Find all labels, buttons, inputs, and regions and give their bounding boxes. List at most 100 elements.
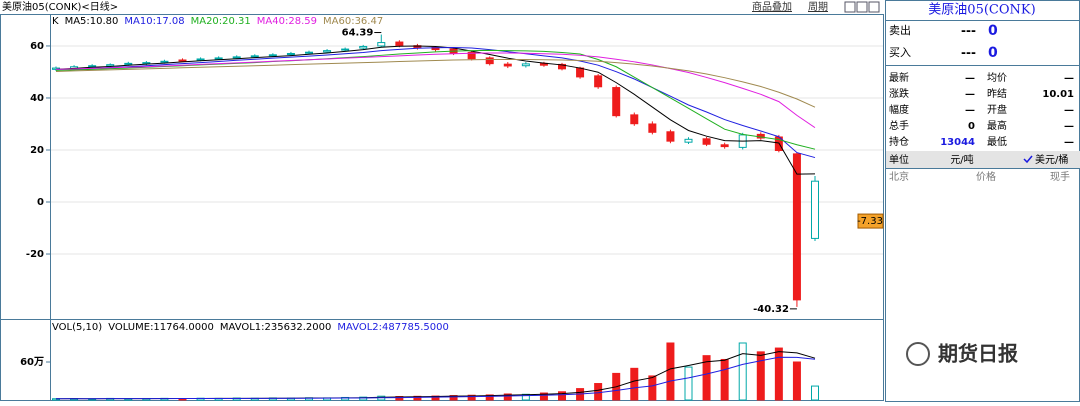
- legend-entry: MA40:28.59: [257, 16, 317, 27]
- ma-line: [55, 45, 816, 175]
- candle-body: [666, 131, 675, 142]
- legend-entry: MA60:36.47: [323, 16, 383, 27]
- unit-row: [886, 151, 1080, 168]
- unit-option-selected[interactable]: 美元/桶: [1035, 153, 1068, 166]
- y-tick-label: 20: [30, 145, 44, 156]
- legend-entry: K: [52, 16, 59, 27]
- quote-value: —: [965, 73, 975, 84]
- candle-body: [521, 63, 530, 67]
- legend-entry: MA5:10.80: [65, 16, 119, 27]
- y-tick-label: 40: [30, 93, 44, 104]
- volume-bar: [521, 393, 530, 401]
- ma-line: [55, 49, 816, 150]
- quote-label: 总手: [889, 119, 909, 132]
- volume-bar: [594, 383, 603, 401]
- order-price: ---: [961, 46, 976, 60]
- column-header: 现手: [1050, 170, 1070, 183]
- overlay-button[interactable]: 商品叠加: [752, 0, 792, 13]
- last-price-tag: [857, 213, 884, 229]
- ma-line: [55, 52, 816, 129]
- quote-label: 最低: [987, 135, 1007, 148]
- window-icons: [844, 1, 880, 13]
- watermark: 期货日报: [906, 342, 1018, 366]
- volume-bar: [738, 342, 747, 401]
- y-tick-label: 60万: [20, 356, 44, 368]
- quote-value: 13044: [940, 137, 975, 148]
- volume-bar: [485, 394, 494, 401]
- candle-body: [702, 138, 711, 145]
- volume-bar: [630, 367, 639, 401]
- quote-label: 最新: [889, 71, 909, 84]
- volume-bar: [648, 375, 657, 401]
- legend-entry: VOL(5,10): [52, 322, 102, 333]
- quote-value: —: [965, 89, 975, 100]
- ma-line: [55, 356, 816, 400]
- candle-body: [142, 62, 151, 65]
- quote-label: 持仓: [889, 135, 909, 148]
- candle-body: [250, 55, 259, 58]
- legend-entry: VOLUME:11764.0000: [108, 322, 214, 333]
- unit-label: 单位: [889, 153, 909, 166]
- candle-body: [160, 60, 169, 63]
- quote-label: 最高: [987, 119, 1007, 132]
- quote-value: —: [965, 105, 975, 116]
- quote-label: 均价: [987, 72, 1007, 84]
- candle-body: [196, 58, 205, 61]
- candle-body: [395, 41, 404, 46]
- quote-value: 10.01: [1042, 89, 1074, 100]
- candle-body: [305, 51, 313, 54]
- icon[interactable]: [844, 1, 856, 13]
- quote-value: —: [1064, 121, 1074, 132]
- candle-body: [811, 180, 819, 239]
- legend-entry: MA20:20.31: [191, 16, 251, 27]
- window-title: 美原油05(CONK)<日线>: [2, 0, 118, 13]
- quote-value: 0: [968, 121, 975, 132]
- icon[interactable]: [868, 1, 880, 13]
- legend-entry: MA10:17.08: [124, 16, 184, 27]
- high-label: 64.39: [342, 28, 374, 39]
- column-header: 价格: [976, 170, 996, 183]
- candle-body: [720, 144, 729, 148]
- volume-bar: [539, 392, 548, 401]
- candle-body: [323, 50, 332, 53]
- legend-entry: MAVOL2:487785.5000: [337, 322, 448, 333]
- candle-body: [214, 57, 223, 60]
- watermark-icon: [906, 342, 930, 366]
- volume-bar: [811, 385, 819, 401]
- candle-body: [377, 42, 386, 47]
- legend-entry: MAVOL1:235632.2000: [220, 322, 331, 333]
- volume-bar: [558, 391, 566, 401]
- period-button[interactable]: 周期: [808, 1, 828, 13]
- candle-body: [558, 63, 566, 70]
- order-label: 买入: [889, 46, 911, 59]
- unit-option[interactable]: 元/吨: [950, 153, 973, 166]
- quote-value: —: [1064, 73, 1074, 84]
- volume-bar: [720, 358, 729, 401]
- candle-body: [88, 65, 97, 68]
- volume-bar: [774, 347, 783, 401]
- quote-label: 开盘: [987, 103, 1007, 116]
- candle-body: [268, 54, 277, 57]
- watermark-text: 期货日报: [938, 342, 1018, 366]
- panel-title: 美原油05(CONK): [928, 3, 1035, 18]
- candle-body: [612, 87, 621, 117]
- y-tick-label: 60: [30, 41, 44, 52]
- volume-bar: [395, 396, 404, 401]
- candle-body: [232, 56, 241, 59]
- last-price-label: -7.33: [857, 216, 883, 227]
- candle-body: [359, 45, 368, 49]
- candle-body: [467, 51, 476, 60]
- candle-body: [792, 153, 801, 301]
- candle-body: [503, 63, 512, 67]
- candle-body: [286, 52, 295, 55]
- candle-body: [648, 123, 657, 133]
- volume-bar: [702, 355, 711, 401]
- quote-value: —: [1064, 137, 1074, 148]
- volume-bar: [756, 351, 765, 401]
- y-tick-label: 0: [37, 197, 44, 208]
- volume-bar: [449, 395, 458, 401]
- icon[interactable]: [856, 1, 868, 13]
- candle-body: [594, 75, 603, 88]
